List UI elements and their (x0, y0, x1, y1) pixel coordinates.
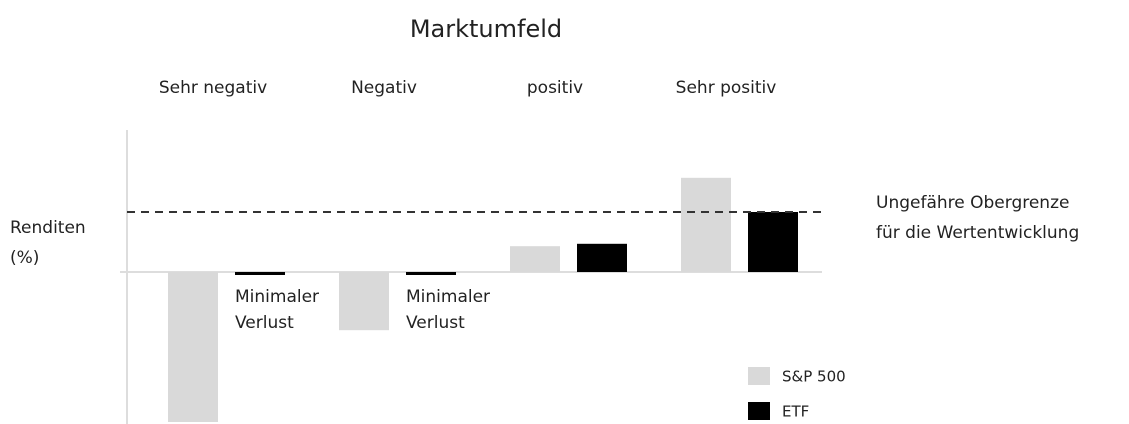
bar (577, 243, 627, 272)
y-axis-label: (%) (10, 248, 39, 268)
legend-label: ETF (782, 403, 809, 421)
legend-swatch (748, 402, 770, 420)
category-label: Sehr positiv (676, 78, 777, 98)
bar (681, 177, 731, 272)
category-label: Negativ (351, 78, 417, 98)
annotation: Minimaler (406, 287, 490, 307)
bar (235, 272, 285, 275)
y-axis-label: Renditen (10, 218, 86, 238)
annotation: Minimaler (235, 287, 319, 307)
bar (406, 272, 456, 275)
bar (748, 212, 798, 272)
category-label: Sehr negativ (159, 78, 267, 98)
category-label: positiv (527, 78, 583, 98)
chart-title: Marktumfeld (410, 15, 562, 43)
bar (510, 246, 560, 272)
legend-label: S&P 500 (782, 368, 846, 386)
bar (339, 272, 389, 331)
bar (168, 272, 218, 422)
legend-swatch (748, 367, 770, 385)
annotation: Verlust (235, 313, 294, 333)
annotation: Verlust (406, 313, 465, 333)
cap-label: für die Wertentwicklung (876, 223, 1079, 243)
cap-label: Ungefähre Obergrenze (876, 193, 1069, 213)
